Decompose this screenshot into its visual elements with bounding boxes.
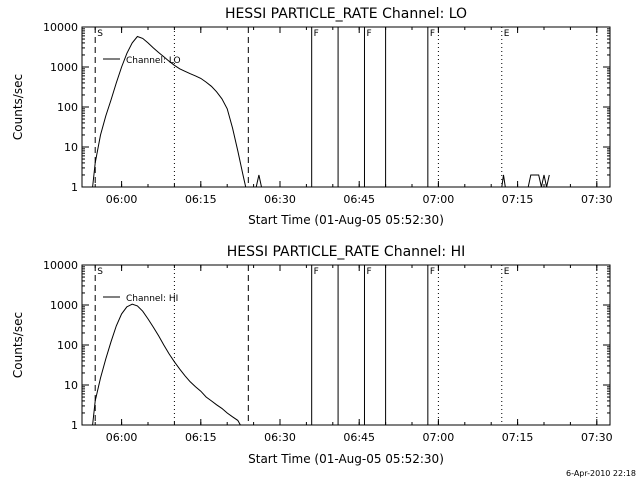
y-tick-label: 1000 <box>50 61 78 74</box>
x-tick-label: 06:15 <box>185 193 217 206</box>
x-axis-label: Start Time (01-Aug-05 05:52:30) <box>248 452 444 466</box>
y-tick-label: 10 <box>64 379 78 392</box>
marker-label: E <box>504 29 510 39</box>
series-line <box>501 174 506 188</box>
plot-frame <box>81 26 611 188</box>
x-tick-label: 06:30 <box>264 431 296 444</box>
plot-frame <box>81 264 611 426</box>
chart-title: HESSI PARTICLE_RATE Channel: HI <box>227 244 465 260</box>
series-line <box>92 303 241 426</box>
x-tick-label: 06:00 <box>106 193 138 206</box>
series-line <box>92 35 247 188</box>
x-tick-label: 07:15 <box>502 193 534 206</box>
x-tick-label: 06:45 <box>343 431 375 444</box>
marker-label: F <box>314 267 319 277</box>
series-line <box>255 174 262 188</box>
marker-label: F <box>366 267 371 277</box>
y-axis-label: Counts/sec <box>11 312 25 378</box>
x-axis-label: Start Time (01-Aug-05 05:52:30) <box>248 213 444 227</box>
marker-label: S <box>97 267 103 277</box>
x-tick-label: 07:15 <box>502 431 534 444</box>
marker-label: S <box>97 29 103 39</box>
y-tick-label: 1000 <box>50 299 78 312</box>
x-tick-label: 07:30 <box>581 431 613 444</box>
footer-timestamp: 6-Apr-2010 22:18 <box>566 469 636 478</box>
x-tick-label: 06:45 <box>343 193 375 206</box>
x-tick-label: 07:30 <box>581 193 613 206</box>
chart-title: HESSI PARTICLE_RATE Channel: LO <box>225 6 467 22</box>
y-tick-label: 1 <box>71 419 78 432</box>
marker-label: F <box>366 29 371 39</box>
marker-label: F <box>430 267 435 277</box>
x-tick-label: 07:00 <box>423 431 455 444</box>
legend-label: Channel: HI <box>126 294 178 304</box>
y-tick-label: 10000 <box>43 259 78 272</box>
y-tick-label: 10000 <box>43 21 78 34</box>
marker-label: F <box>314 29 319 39</box>
y-tick-label: 100 <box>57 101 78 114</box>
y-tick-label: 10 <box>64 141 78 154</box>
y-axis-label: Counts/sec <box>11 74 25 140</box>
x-tick-label: 06:30 <box>264 193 296 206</box>
legend-label: Channel: LO <box>126 56 181 66</box>
marker-label: E <box>504 267 510 277</box>
marker-label: F <box>430 29 435 39</box>
series-line <box>527 174 550 188</box>
x-tick-label: 06:00 <box>106 431 138 444</box>
x-tick-label: 06:15 <box>185 431 217 444</box>
y-tick-label: 100 <box>57 339 78 352</box>
y-tick-label: 1 <box>71 181 78 194</box>
x-tick-label: 07:00 <box>423 193 455 206</box>
